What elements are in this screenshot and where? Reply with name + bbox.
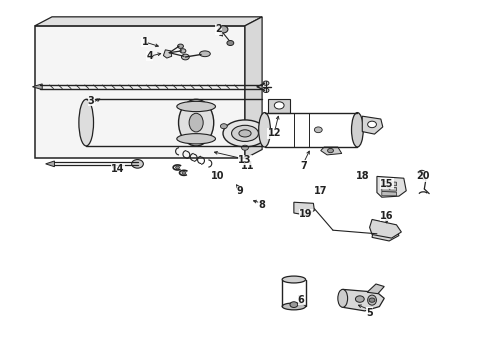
Text: 9: 9: [237, 186, 244, 196]
Ellipse shape: [177, 134, 216, 144]
Text: 5: 5: [366, 308, 373, 318]
Text: 8: 8: [259, 200, 266, 210]
Circle shape: [369, 298, 375, 302]
Circle shape: [263, 124, 270, 129]
Circle shape: [182, 171, 186, 174]
Polygon shape: [377, 176, 406, 197]
Ellipse shape: [259, 113, 270, 147]
Polygon shape: [294, 202, 315, 215]
Text: 1: 1: [142, 37, 148, 47]
Ellipse shape: [177, 102, 216, 112]
Polygon shape: [32, 84, 42, 90]
Polygon shape: [245, 17, 262, 158]
Text: 14: 14: [111, 164, 125, 174]
Polygon shape: [35, 26, 245, 158]
Circle shape: [227, 41, 234, 45]
Ellipse shape: [368, 295, 376, 305]
Circle shape: [175, 166, 179, 169]
Ellipse shape: [282, 303, 306, 310]
Text: 10: 10: [211, 171, 225, 181]
Text: 12: 12: [268, 129, 281, 138]
Ellipse shape: [178, 99, 214, 146]
Circle shape: [132, 159, 144, 168]
Ellipse shape: [189, 113, 203, 132]
Text: 17: 17: [314, 186, 327, 196]
Circle shape: [263, 88, 269, 93]
Ellipse shape: [199, 51, 210, 57]
Polygon shape: [321, 147, 342, 155]
Circle shape: [263, 81, 269, 85]
Polygon shape: [163, 50, 172, 58]
Ellipse shape: [223, 120, 267, 147]
Text: 11: 11: [241, 161, 254, 171]
Polygon shape: [362, 116, 383, 134]
Polygon shape: [367, 284, 384, 294]
Polygon shape: [372, 225, 399, 241]
Circle shape: [368, 121, 376, 128]
Text: 20: 20: [416, 171, 430, 181]
Polygon shape: [35, 17, 262, 26]
Circle shape: [315, 127, 322, 133]
Text: 4: 4: [147, 51, 153, 61]
Circle shape: [328, 148, 333, 153]
Polygon shape: [269, 99, 290, 113]
Circle shape: [355, 296, 364, 302]
Circle shape: [220, 124, 227, 129]
Polygon shape: [382, 192, 396, 196]
Ellipse shape: [232, 125, 258, 141]
Text: 18: 18: [355, 171, 369, 181]
Circle shape: [180, 49, 186, 53]
Polygon shape: [343, 289, 384, 311]
Text: 15: 15: [380, 179, 393, 189]
Ellipse shape: [351, 113, 363, 147]
Polygon shape: [369, 220, 401, 238]
Circle shape: [290, 302, 298, 307]
Ellipse shape: [338, 289, 347, 307]
Circle shape: [242, 145, 248, 150]
Circle shape: [418, 170, 425, 175]
Polygon shape: [382, 187, 396, 191]
Text: 7: 7: [300, 161, 307, 171]
Ellipse shape: [282, 276, 306, 283]
Circle shape: [218, 26, 228, 33]
Ellipse shape: [239, 130, 251, 137]
Circle shape: [177, 44, 183, 48]
Polygon shape: [46, 161, 54, 167]
Circle shape: [181, 54, 189, 60]
Text: 16: 16: [380, 211, 393, 221]
Text: 13: 13: [238, 155, 252, 165]
Text: 19: 19: [299, 209, 313, 219]
Circle shape: [274, 102, 284, 109]
Text: 2: 2: [215, 24, 221, 35]
Text: 3: 3: [88, 96, 95, 106]
Polygon shape: [382, 181, 396, 186]
Ellipse shape: [79, 99, 94, 146]
Text: 6: 6: [298, 295, 305, 305]
